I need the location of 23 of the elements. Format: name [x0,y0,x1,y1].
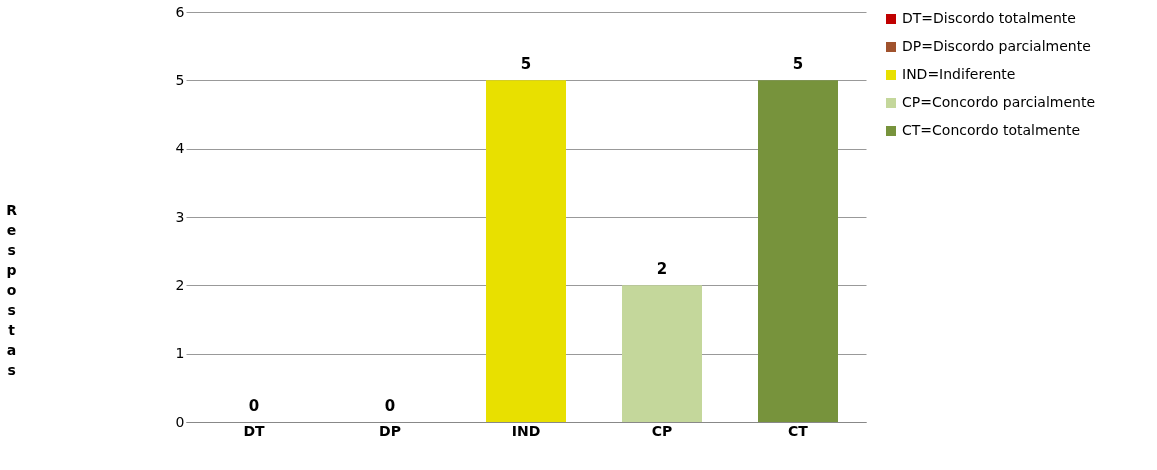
data-label: 2 [656,260,668,279]
legend-label: CP=Concordo parcialmente [902,94,1096,110]
y-tick-label: 6 [175,3,185,20]
data-label: 0 [384,397,396,415]
x-tick-label: IND [511,422,541,439]
y-tick-label: 1 [175,345,185,362]
data-label: 5 [520,55,532,74]
legend-label: DP=Discordo parcialmente [902,38,1091,54]
x-tick-label: CP [651,422,673,439]
y-tick-label: 5 [175,71,185,88]
y-tick-label: 2 [175,276,185,293]
y-tick-label: 0 [175,413,185,430]
legend-label: CT=Concordo totalmente [902,122,1081,138]
x-tick-label: DT [243,422,266,439]
data-label: 5 [792,55,804,74]
text: Respostas [6,201,17,378]
legend-label: DT=Discordo totalmente [902,10,1076,26]
x-tick-label: CT [788,422,809,439]
legend-label: IND=Indiferente [902,66,1016,82]
y-tick-label: 4 [175,140,185,157]
data-label: 0 [248,397,260,415]
x-tick-label: DP [379,422,401,439]
y-tick-label: 3 [175,208,185,225]
